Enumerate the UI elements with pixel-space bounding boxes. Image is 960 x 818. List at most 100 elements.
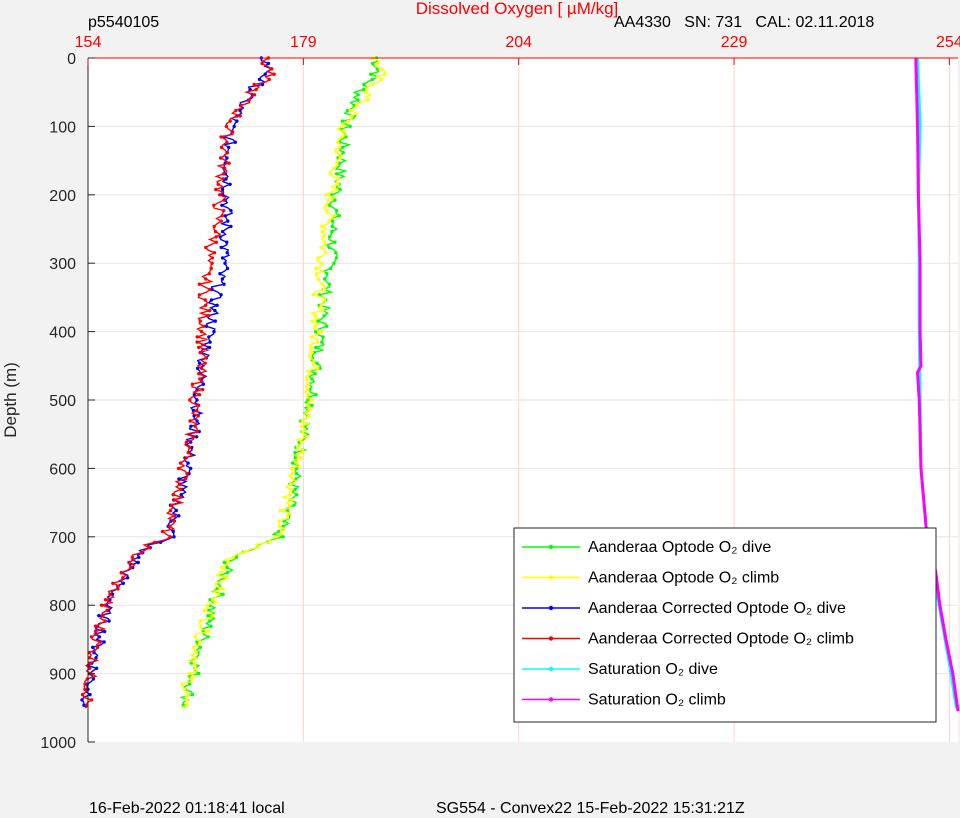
data-point bbox=[199, 366, 204, 371]
data-point bbox=[309, 345, 314, 350]
data-point bbox=[367, 93, 372, 97]
data-point bbox=[229, 224, 233, 229]
data-point bbox=[190, 382, 195, 386]
data-point bbox=[197, 671, 201, 676]
data-point bbox=[119, 571, 123, 575]
data-point bbox=[228, 119, 232, 123]
data-point bbox=[225, 251, 229, 255]
data-point bbox=[337, 214, 342, 218]
data-point bbox=[330, 224, 334, 229]
data-point bbox=[324, 203, 329, 207]
data-point bbox=[101, 614, 105, 618]
data-point bbox=[221, 177, 225, 181]
data-point bbox=[320, 261, 324, 265]
data-point bbox=[196, 403, 200, 407]
y-tick-label: 1000 bbox=[40, 735, 76, 752]
data-point bbox=[204, 324, 209, 328]
data-point bbox=[328, 266, 333, 271]
data-point bbox=[310, 350, 314, 355]
data-point bbox=[171, 529, 175, 534]
data-point bbox=[194, 435, 199, 439]
data-point bbox=[219, 145, 224, 150]
data-point bbox=[252, 93, 257, 97]
data-point bbox=[299, 424, 304, 428]
data-point bbox=[179, 493, 183, 497]
data-point bbox=[191, 645, 196, 649]
data-point bbox=[324, 193, 328, 197]
data-point bbox=[174, 508, 178, 513]
data-point bbox=[314, 345, 318, 350]
data-point bbox=[197, 282, 202, 286]
data-point bbox=[125, 576, 130, 580]
data-point bbox=[193, 666, 197, 670]
data-point bbox=[327, 245, 331, 250]
data-point bbox=[224, 124, 229, 129]
data-point bbox=[257, 77, 262, 82]
legend-marker bbox=[548, 697, 554, 702]
data-point bbox=[313, 324, 317, 328]
data-point bbox=[219, 293, 223, 297]
data-point bbox=[293, 450, 297, 455]
data-point bbox=[319, 303, 323, 307]
data-point bbox=[188, 419, 192, 423]
y-axis-label: Depth (m) bbox=[1, 362, 20, 438]
data-point bbox=[314, 329, 318, 334]
data-point bbox=[309, 335, 314, 339]
data-point bbox=[130, 555, 134, 559]
data-point bbox=[88, 661, 92, 665]
data-point bbox=[290, 472, 295, 476]
data-point bbox=[370, 61, 375, 66]
data-point bbox=[327, 235, 332, 239]
profile-id: p5540105 bbox=[88, 14, 160, 31]
data-point bbox=[172, 535, 176, 539]
data-point bbox=[290, 461, 295, 465]
legend-entry: Aanderaa Optode O₂ dive bbox=[588, 539, 771, 556]
data-point bbox=[220, 214, 224, 218]
data-point bbox=[356, 98, 360, 102]
data-point bbox=[274, 535, 279, 539]
data-point bbox=[170, 503, 174, 507]
data-point bbox=[206, 635, 210, 639]
data-point bbox=[153, 540, 157, 544]
data-point bbox=[355, 103, 359, 108]
data-point bbox=[80, 698, 84, 702]
data-point bbox=[293, 487, 297, 492]
data-point bbox=[376, 61, 380, 66]
data-point bbox=[177, 514, 181, 518]
data-point bbox=[323, 277, 327, 281]
data-point bbox=[220, 203, 224, 207]
footer-mission: SG554 - Convex22 15-Feb-2022 15:31:21Z bbox=[436, 800, 745, 817]
data-point bbox=[96, 645, 100, 649]
data-point bbox=[323, 251, 328, 255]
x-tick-label: 254 bbox=[936, 34, 960, 51]
data-point bbox=[207, 314, 211, 318]
data-point bbox=[207, 335, 211, 339]
data-point bbox=[223, 214, 227, 218]
data-point bbox=[345, 108, 350, 113]
data-point bbox=[325, 272, 329, 276]
x-tick-label: 154 bbox=[75, 34, 102, 51]
data-point bbox=[107, 619, 111, 623]
data-point bbox=[340, 119, 345, 123]
data-point bbox=[88, 692, 92, 697]
data-point bbox=[326, 198, 331, 202]
data-point bbox=[202, 608, 206, 613]
data-point bbox=[267, 540, 272, 544]
data-point bbox=[199, 329, 204, 334]
data-point bbox=[222, 560, 226, 565]
data-point bbox=[186, 461, 190, 465]
data-point bbox=[332, 214, 336, 218]
data-point bbox=[221, 587, 225, 591]
data-point bbox=[91, 677, 96, 681]
data-point bbox=[300, 419, 304, 423]
data-point bbox=[195, 429, 199, 434]
data-point bbox=[214, 187, 218, 192]
data-point bbox=[310, 398, 314, 402]
data-point bbox=[197, 393, 202, 397]
data-point bbox=[235, 119, 239, 123]
data-point bbox=[105, 608, 109, 613]
data-point bbox=[256, 545, 260, 549]
data-point bbox=[195, 335, 199, 339]
data-point bbox=[189, 424, 193, 428]
